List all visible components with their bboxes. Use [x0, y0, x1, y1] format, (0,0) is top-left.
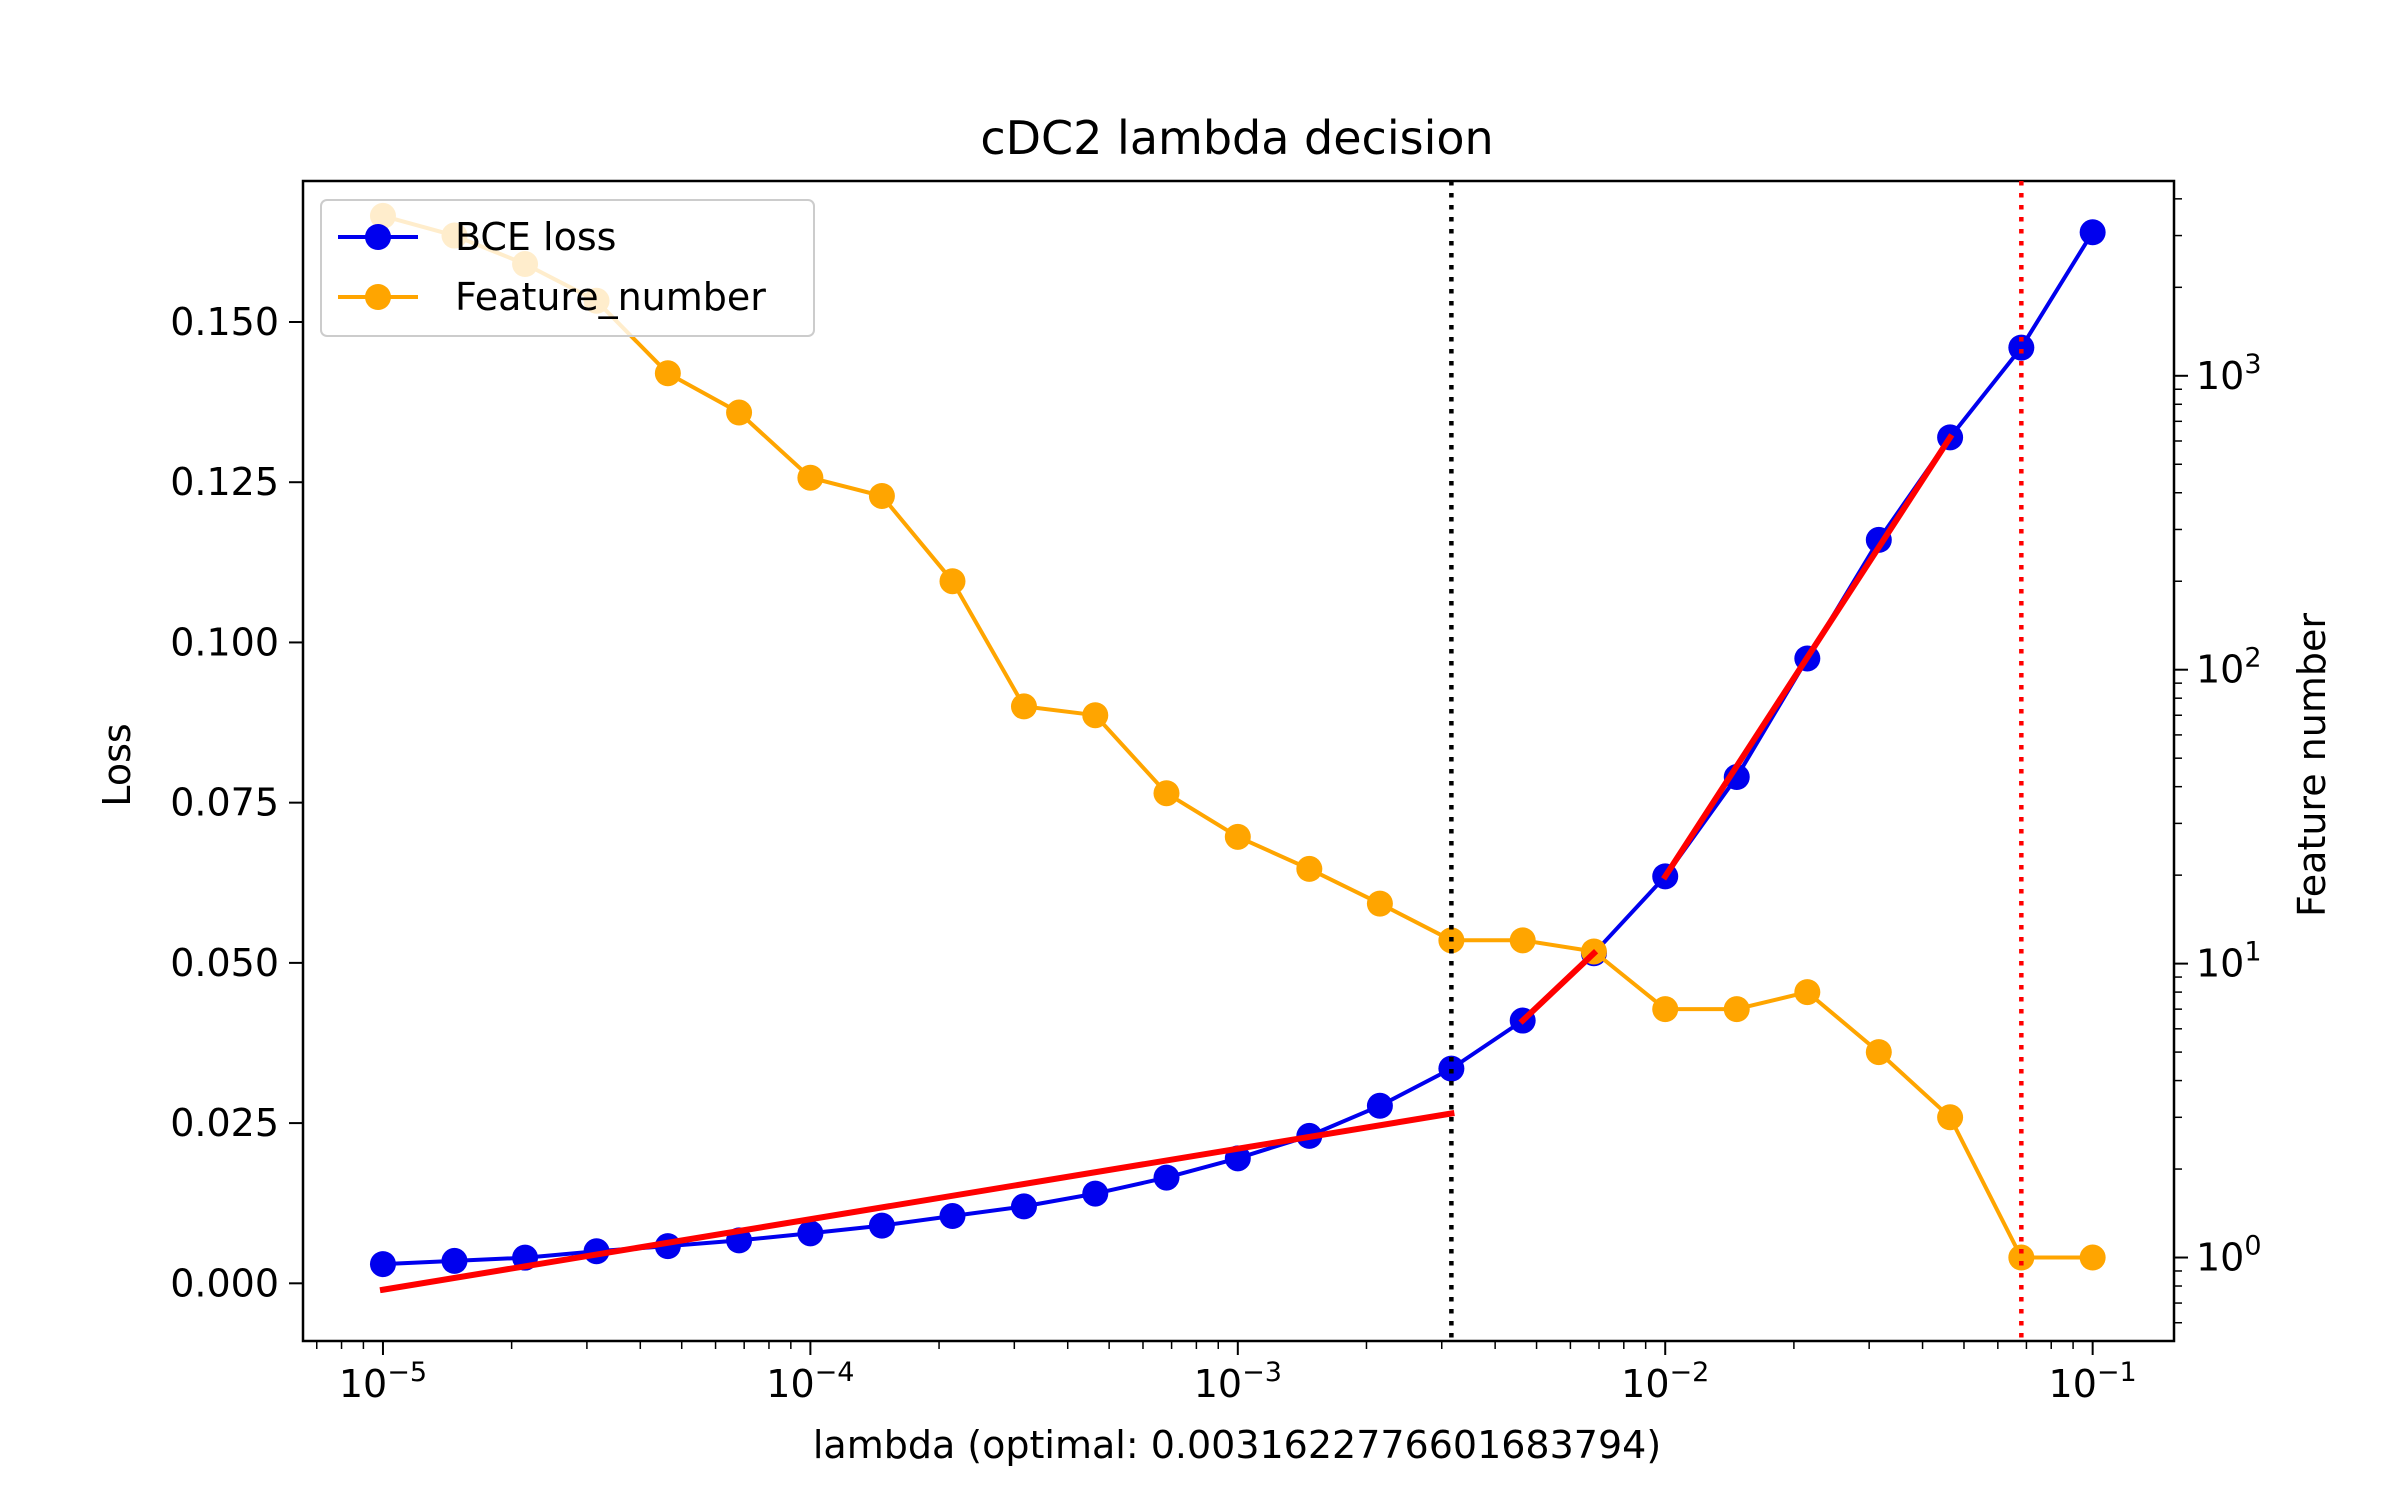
data-point-bce-loss	[1723, 764, 1750, 791]
data-point-feature-number	[1366, 890, 1393, 917]
data-point-bce-loss	[369, 1251, 396, 1278]
x-tick-label: 10−3	[1194, 1357, 1282, 1406]
left-y-tick-label: 0.000	[170, 1261, 279, 1305]
data-point-feature-number	[654, 360, 681, 387]
data-point-feature-number	[1082, 702, 1109, 729]
x-tick-label-base: 10	[2049, 1362, 2097, 1406]
x-tick-label: 10−1	[2049, 1357, 2137, 1406]
data-point-feature-number	[1296, 855, 1323, 882]
data-point-bce-loss	[2008, 334, 2035, 361]
data-point-feature-number	[1865, 1039, 1892, 1066]
right-y-tick-label-exponent: 2	[2244, 643, 2261, 674]
legend-label-bce-loss: BCE loss	[455, 215, 616, 259]
data-point-feature-number	[1153, 780, 1180, 807]
data-point-feature-number	[1794, 979, 1821, 1006]
data-point-bce-loss	[441, 1247, 468, 1274]
data-point-feature-number	[726, 399, 753, 426]
series-line-feature-number	[382, 213, 2093, 1260]
x-tick-label-base: 10	[1621, 1362, 1669, 1406]
right-y-tick-label-exponent: 3	[2244, 349, 2261, 380]
x-tick-label-base: 10	[1194, 1362, 1242, 1406]
right-y-tick-label-exponent: 1	[2244, 937, 2261, 968]
data-point-feature-number	[2008, 1244, 2035, 1271]
legend: BCE loss Feature_number	[320, 199, 815, 337]
right-y-tick-label-base: 10	[2196, 648, 2244, 692]
fit-line	[379, 1110, 1455, 1294]
left-y-tick-label: 0.025	[170, 1101, 279, 1145]
right-y-tick-label-exponent: 0	[2244, 1231, 2261, 1262]
data-point-bce-loss	[939, 1203, 966, 1230]
left-y-tick-label: 0.050	[170, 941, 279, 985]
right-y-tick-label: 101	[2196, 937, 2262, 986]
data-point-feature-number	[1010, 693, 1037, 720]
data-point-feature-number	[797, 464, 824, 491]
x-tick-label-exponent: −1	[2097, 1357, 2137, 1388]
data-point-bce-loss	[1010, 1193, 1037, 1220]
x-tick-label: 10−5	[339, 1357, 427, 1406]
x-tick-label-exponent: −3	[1242, 1357, 1282, 1388]
vertical-lines	[1449, 181, 2024, 1341]
data-point-bce-loss	[1438, 1055, 1465, 1082]
data-point-feature-number	[1509, 927, 1536, 954]
chart-title: cDC2 lambda decision	[980, 111, 1493, 165]
data-point-feature-number	[1652, 996, 1679, 1023]
right-y-tick-label: 102	[2196, 643, 2262, 692]
x-tick-label-base: 10	[339, 1362, 387, 1406]
left-y-axis: 0.000 0.025 0.050 0.075 0.100 0.125 0.150	[170, 300, 303, 1305]
x-axis: 10−5 10−4 10−3 10−2 10−1	[316, 1341, 2137, 1406]
left-y-tick-label: 0.150	[170, 300, 279, 344]
data-point-bce-loss	[1082, 1180, 1109, 1207]
series-layer	[369, 202, 2106, 1278]
x-tick-label-exponent: −4	[815, 1357, 855, 1388]
data-point-bce-loss	[868, 1212, 895, 1239]
x-axis-label: lambda (optimal: 0.0031622776601683794)	[813, 1423, 1661, 1467]
right-y-tick-label: 103	[2196, 349, 2262, 398]
right-y-tick-label-base: 10	[2196, 1236, 2244, 1280]
data-point-bce-loss	[1366, 1092, 1393, 1119]
legend-marker-bce-loss	[365, 224, 391, 250]
right-y-tick-label: 100	[2196, 1231, 2262, 1280]
data-point-feature-number	[2079, 1244, 2106, 1271]
data-point-feature-number	[939, 568, 966, 595]
fit-line	[1518, 949, 1599, 1025]
data-point-bce-loss	[2079, 219, 2106, 246]
left-y-tick-label: 0.075	[170, 781, 279, 825]
x-tick-label: 10−4	[766, 1357, 854, 1406]
data-point-feature-number	[1937, 1104, 1964, 1131]
data-point-bce-loss	[1153, 1164, 1180, 1191]
data-point-bce-loss	[797, 1220, 824, 1247]
x-tick-label-exponent: −2	[1670, 1357, 1710, 1388]
x-tick-label: 10−2	[1621, 1357, 1709, 1406]
left-y-tick-label: 0.125	[170, 460, 279, 504]
fit-lines	[379, 433, 1955, 1294]
data-point-feature-number	[868, 482, 895, 509]
x-tick-label-base: 10	[766, 1362, 814, 1406]
right-y-tick-label-base: 10	[2196, 942, 2244, 986]
legend-marker-feature-number	[365, 284, 391, 310]
series-line-bce-loss	[382, 231, 2095, 1267]
left-y-tick-label: 0.100	[170, 620, 279, 664]
data-point-feature-number	[1723, 996, 1750, 1023]
right-y-tick-label-base: 10	[2196, 354, 2244, 398]
left-y-axis-label: Loss	[95, 723, 139, 806]
legend-label-feature-number: Feature_number	[455, 275, 766, 319]
data-point-feature-number	[1224, 823, 1251, 850]
x-tick-label-exponent: −5	[387, 1357, 427, 1388]
fit-line	[1661, 433, 1955, 881]
legend-box	[320, 199, 815, 337]
right-y-axis-label: Feature number	[2290, 613, 2334, 917]
